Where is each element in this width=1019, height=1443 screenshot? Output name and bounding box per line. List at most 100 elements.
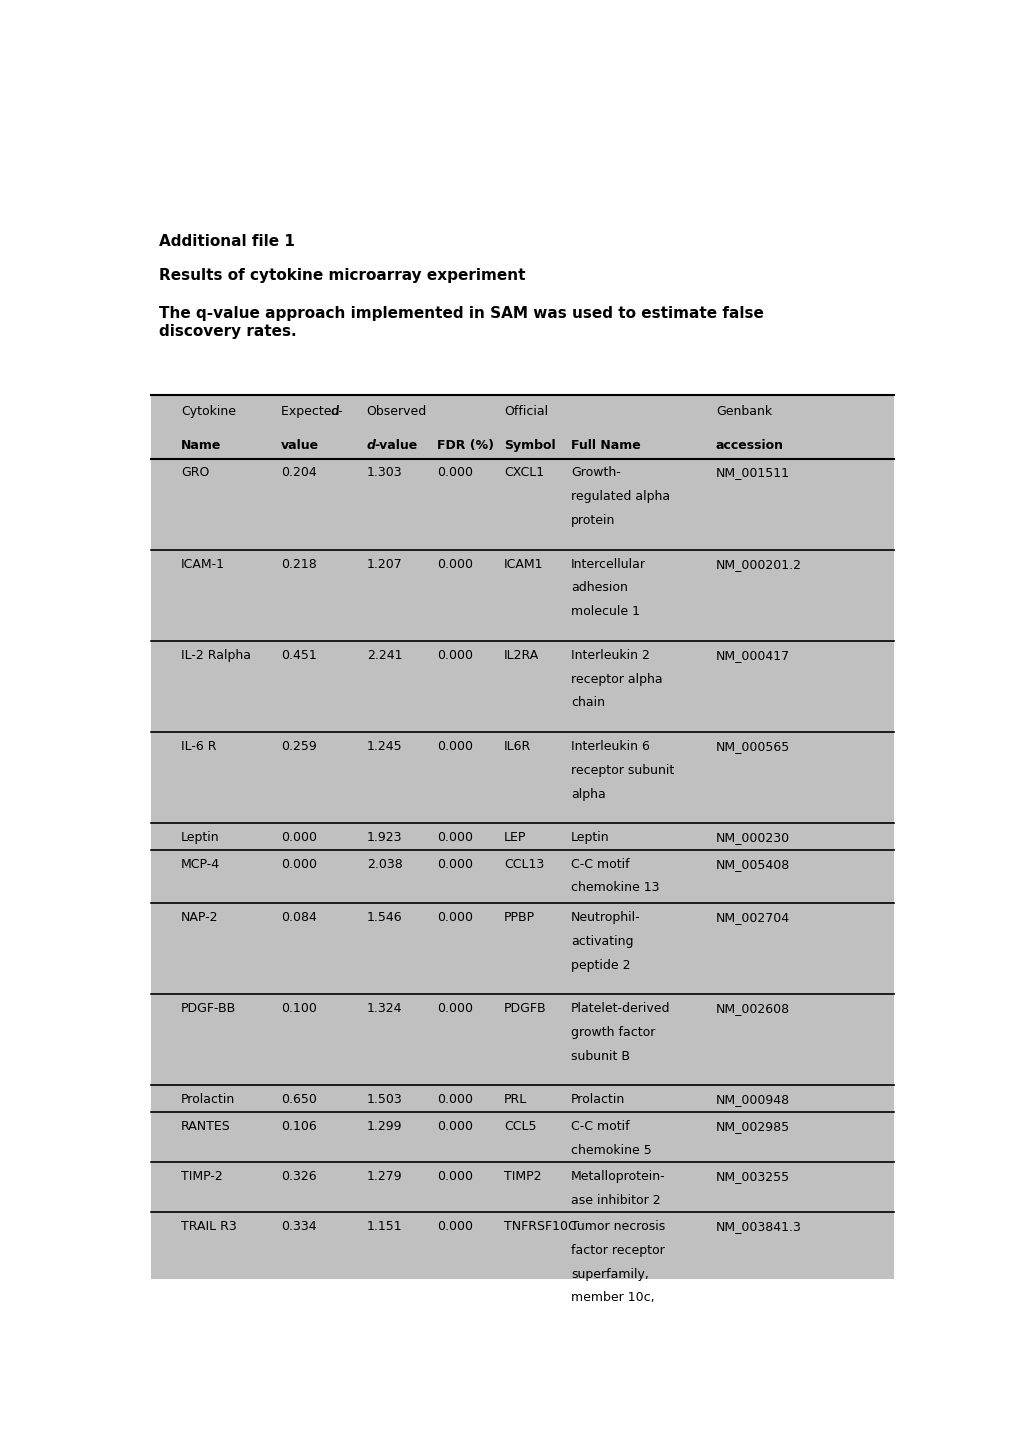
Text: ase inhibitor 2: ase inhibitor 2 bbox=[571, 1193, 660, 1206]
Text: NM_003255: NM_003255 bbox=[715, 1170, 790, 1183]
Text: 1.245: 1.245 bbox=[367, 740, 401, 753]
Text: 1.207: 1.207 bbox=[367, 557, 403, 570]
Text: 0.326: 0.326 bbox=[281, 1170, 317, 1183]
Text: 1.279: 1.279 bbox=[367, 1170, 401, 1183]
Text: -: - bbox=[337, 405, 341, 418]
Text: NM_000565: NM_000565 bbox=[715, 740, 790, 753]
Text: receptor alpha: receptor alpha bbox=[571, 672, 662, 685]
Text: NM_003841.3: NM_003841.3 bbox=[715, 1219, 801, 1232]
Text: chemokine 13: chemokine 13 bbox=[571, 882, 659, 895]
Text: TRAIL R3: TRAIL R3 bbox=[180, 1219, 236, 1232]
Text: Prolactin: Prolactin bbox=[571, 1094, 625, 1107]
Text: The q-value approach implemented in SAM was used to estimate false
discovery rat: The q-value approach implemented in SAM … bbox=[159, 306, 763, 339]
Text: 0.000: 0.000 bbox=[437, 649, 473, 662]
Text: Expected: Expected bbox=[281, 405, 343, 418]
Text: Symbol: Symbol bbox=[503, 439, 555, 452]
Text: superfamily,: superfamily, bbox=[571, 1267, 648, 1280]
Text: chemokine 5: chemokine 5 bbox=[571, 1144, 651, 1157]
Text: Metalloprotein-: Metalloprotein- bbox=[571, 1170, 665, 1183]
Text: IL2RA: IL2RA bbox=[503, 649, 539, 662]
Text: 0.000: 0.000 bbox=[437, 1001, 473, 1014]
Text: 1.303: 1.303 bbox=[367, 466, 401, 479]
Text: regulated alpha: regulated alpha bbox=[571, 491, 669, 504]
Text: Intercellular: Intercellular bbox=[571, 557, 645, 570]
Text: 2.038: 2.038 bbox=[367, 857, 403, 870]
Text: factor receptor: factor receptor bbox=[571, 1244, 664, 1257]
Text: TIMP-2: TIMP-2 bbox=[180, 1170, 222, 1183]
Text: peptide 2: peptide 2 bbox=[571, 958, 630, 971]
Text: 1.299: 1.299 bbox=[367, 1120, 401, 1133]
Text: receptor subunit: receptor subunit bbox=[571, 763, 674, 776]
Text: CXCL1: CXCL1 bbox=[503, 466, 544, 479]
Text: 0.106: 0.106 bbox=[281, 1120, 317, 1133]
Bar bbox=[151, 395, 894, 1278]
Text: adhesion: adhesion bbox=[571, 582, 628, 595]
Text: TNFRSF10C: TNFRSF10C bbox=[503, 1219, 577, 1232]
Text: Neutrophil-: Neutrophil- bbox=[571, 911, 640, 924]
Text: growth factor: growth factor bbox=[571, 1026, 655, 1039]
Text: Genbank: Genbank bbox=[715, 405, 771, 418]
Text: 1.324: 1.324 bbox=[367, 1001, 401, 1014]
Text: 0.000: 0.000 bbox=[437, 1170, 473, 1183]
Text: IL6R: IL6R bbox=[503, 740, 531, 753]
Text: NM_002985: NM_002985 bbox=[715, 1120, 790, 1133]
Text: NM_000417: NM_000417 bbox=[715, 649, 790, 662]
Text: 1.923: 1.923 bbox=[367, 831, 401, 844]
Text: 0.000: 0.000 bbox=[437, 857, 473, 870]
Text: RANTES: RANTES bbox=[180, 1120, 230, 1133]
Text: protein: protein bbox=[571, 514, 614, 527]
Text: PRL: PRL bbox=[503, 1094, 527, 1107]
Text: Leptin: Leptin bbox=[571, 831, 609, 844]
Text: Observed: Observed bbox=[367, 405, 427, 418]
Text: IL-2 Ralpha: IL-2 Ralpha bbox=[180, 649, 251, 662]
Text: d: d bbox=[330, 405, 338, 418]
Text: IL-6 R: IL-6 R bbox=[180, 740, 216, 753]
Text: Results of cytokine microarray experiment: Results of cytokine microarray experimen… bbox=[159, 267, 525, 283]
Text: 0.000: 0.000 bbox=[437, 831, 473, 844]
Text: Cytokine: Cytokine bbox=[180, 405, 235, 418]
Text: Additional file 1: Additional file 1 bbox=[159, 234, 294, 250]
Text: C-C motif: C-C motif bbox=[571, 857, 629, 870]
Text: 1.546: 1.546 bbox=[367, 911, 401, 924]
Text: C-C motif: C-C motif bbox=[571, 1120, 629, 1133]
Text: NAP-2: NAP-2 bbox=[180, 911, 218, 924]
Text: LEP: LEP bbox=[503, 831, 526, 844]
Text: -value: -value bbox=[374, 439, 418, 452]
Text: activating: activating bbox=[571, 935, 633, 948]
Text: NM_002704: NM_002704 bbox=[715, 911, 790, 924]
Text: alpha: alpha bbox=[571, 788, 605, 801]
Text: FDR (%): FDR (%) bbox=[437, 439, 494, 452]
Text: 0.000: 0.000 bbox=[437, 1120, 473, 1133]
Text: NM_001511: NM_001511 bbox=[715, 466, 789, 479]
Text: 0.218: 0.218 bbox=[281, 557, 317, 570]
Text: GRO: GRO bbox=[180, 466, 209, 479]
Text: Official: Official bbox=[503, 405, 548, 418]
Text: member 10c,: member 10c, bbox=[571, 1291, 654, 1304]
Text: ICAM-1: ICAM-1 bbox=[180, 557, 225, 570]
Text: Name: Name bbox=[180, 439, 221, 452]
Text: molecule 1: molecule 1 bbox=[571, 606, 639, 619]
Text: 0.000: 0.000 bbox=[437, 1219, 473, 1232]
Text: Prolactin: Prolactin bbox=[180, 1094, 235, 1107]
Text: 0.000: 0.000 bbox=[281, 857, 317, 870]
Text: NM_002608: NM_002608 bbox=[715, 1001, 790, 1014]
Text: Tumor necrosis: Tumor necrosis bbox=[571, 1219, 664, 1232]
Text: 0.650: 0.650 bbox=[281, 1094, 317, 1107]
Text: Leptin: Leptin bbox=[180, 831, 219, 844]
Text: 0.000: 0.000 bbox=[437, 1094, 473, 1107]
Text: 2.241: 2.241 bbox=[367, 649, 401, 662]
Text: 0.259: 0.259 bbox=[281, 740, 317, 753]
Text: Platelet-derived: Platelet-derived bbox=[571, 1001, 669, 1014]
Text: 1.503: 1.503 bbox=[367, 1094, 403, 1107]
Text: NM_005408: NM_005408 bbox=[715, 857, 790, 870]
Text: value: value bbox=[281, 439, 319, 452]
Text: Growth-: Growth- bbox=[571, 466, 621, 479]
Text: 0.000: 0.000 bbox=[281, 831, 317, 844]
Text: chain: chain bbox=[571, 697, 604, 710]
Text: TIMP2: TIMP2 bbox=[503, 1170, 541, 1183]
Text: CCL13: CCL13 bbox=[503, 857, 544, 870]
Text: 0.204: 0.204 bbox=[281, 466, 317, 479]
Text: NM_000230: NM_000230 bbox=[715, 831, 790, 844]
Text: d: d bbox=[367, 439, 375, 452]
Text: 0.000: 0.000 bbox=[437, 557, 473, 570]
